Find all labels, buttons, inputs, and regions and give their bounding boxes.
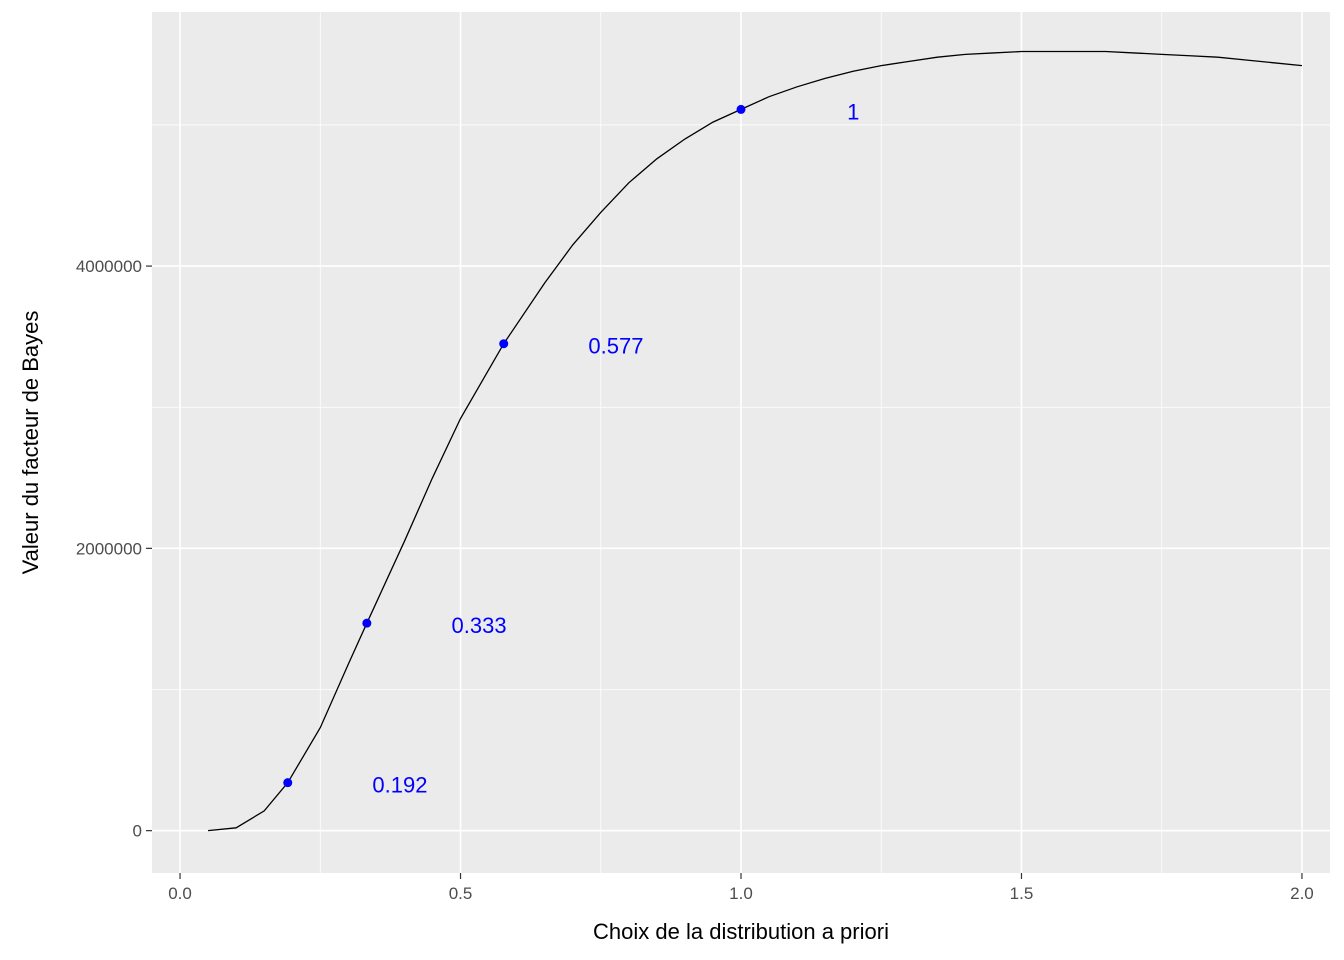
y-axis: 0 2000000 4000000 [76, 257, 152, 841]
point-label-1: 0.333 [452, 613, 507, 638]
x-axis: 0.0 0.5 1.0 1.5 2.0 [168, 873, 1314, 903]
bayes-factor-curve [208, 50, 1303, 832]
point-label-0: 0.192 [372, 773, 427, 798]
y-tick-label-0: 0 [133, 822, 142, 841]
y-axis-title: Valeur du facteur de Bayes [18, 311, 43, 575]
highlight-point-1 [362, 618, 372, 628]
point-label-2: 0.577 [588, 334, 643, 359]
x-tick-label-1: 0.5 [449, 884, 473, 903]
y-tick-label-2: 4000000 [76, 257, 142, 276]
x-tick-label-4: 2.0 [1290, 884, 1314, 903]
major-gridlines [152, 12, 1330, 873]
highlighted-points [283, 104, 746, 788]
x-tick-label-3: 1.5 [1010, 884, 1034, 903]
x-tick-label-0: 0.0 [168, 884, 192, 903]
point-label-3: 1 [847, 99, 859, 124]
y-tick-label-1: 2000000 [76, 539, 142, 558]
x-tick-label-2: 1.0 [729, 884, 753, 903]
point-labels: 0.192 0.333 0.577 1 [372, 99, 859, 797]
highlight-point-0 [283, 778, 293, 788]
highlight-point-2 [499, 339, 509, 349]
x-axis-title: Choix de la distribution a priori [593, 919, 889, 944]
highlight-point-3 [736, 104, 746, 114]
